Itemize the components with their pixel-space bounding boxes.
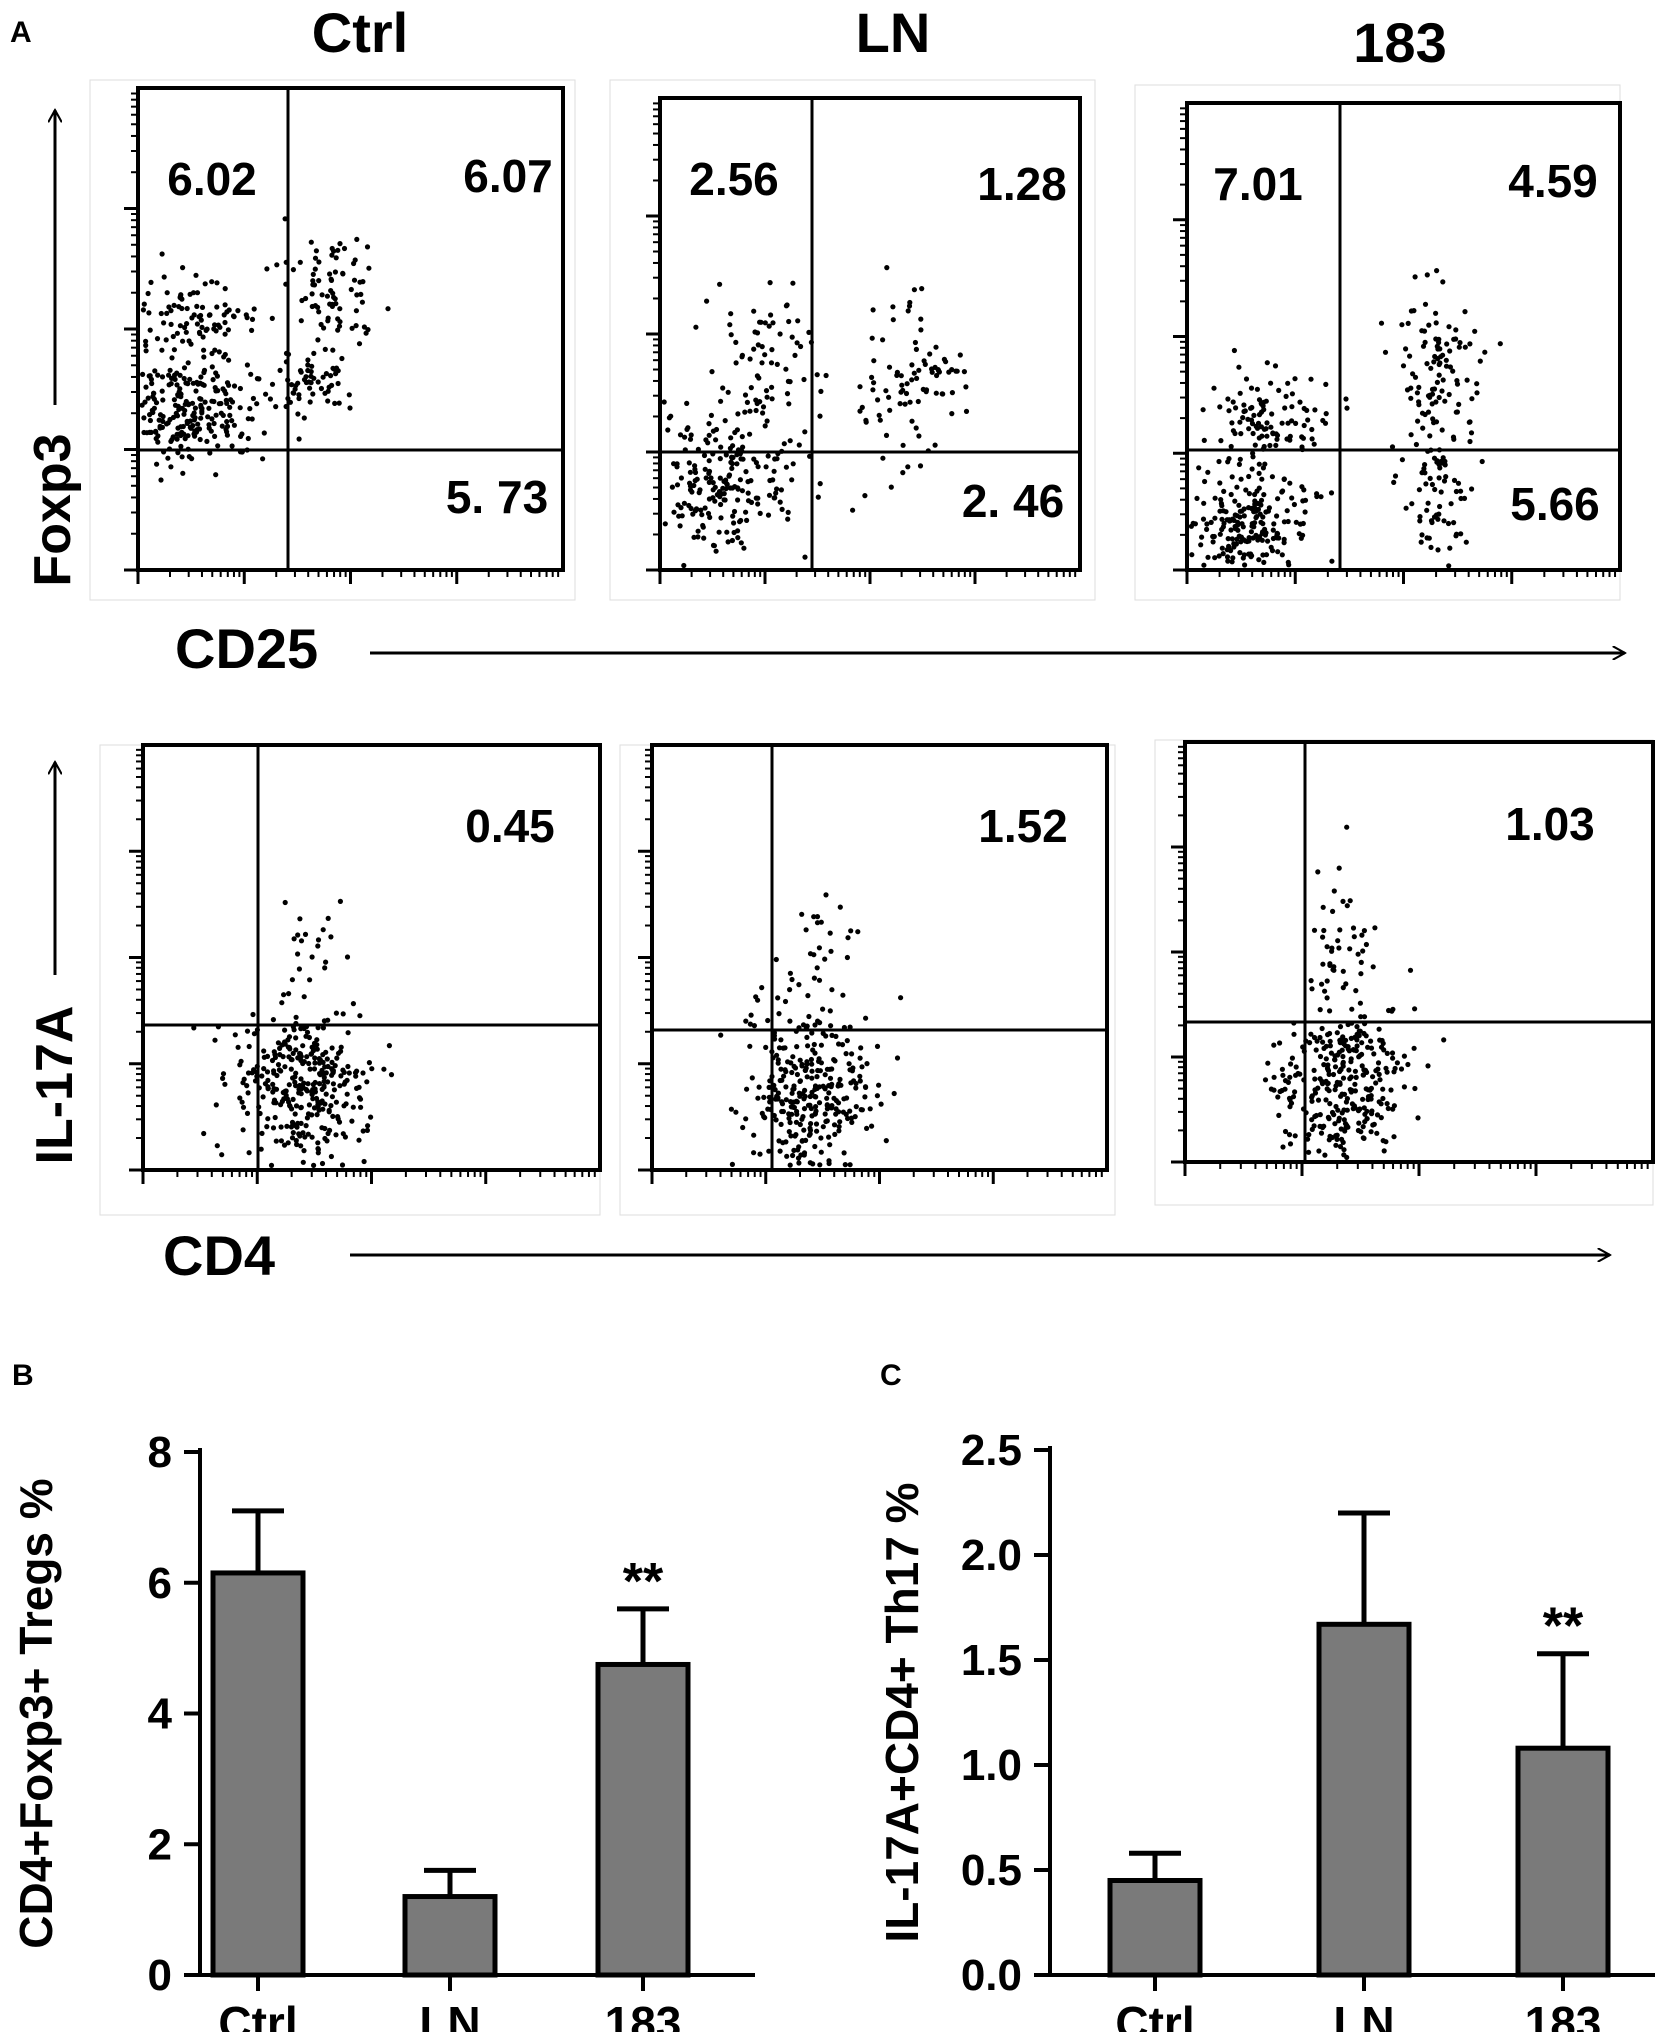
column-title-ctrl: Ctrl	[312, 1, 408, 64]
axis-ticks	[1171, 745, 1649, 1176]
bar-chart-th17: 0.0 0.5 1.0 1.5 2.0 2.5 IL-17A+CD4+ Th17 % Ctrl…	[876, 1426, 1655, 2032]
flow-plot-il17a-ln: 1.52	[619, 743, 1116, 1216]
y-tick-label: 2.5	[961, 1426, 1022, 1475]
axis-ticks	[129, 748, 596, 1184]
bar-183	[1515, 1745, 1611, 1978]
y-tick-label: 1.0	[961, 1741, 1022, 1790]
panel-b-letter: B	[12, 1359, 34, 1392]
quadrant-upper-right-value: 1.03	[1505, 798, 1595, 850]
flow-plot-foxp3-183: 7.01 4.59 5.66	[1134, 84, 1622, 601]
y-tick-label: 1.5	[961, 1636, 1022, 1685]
quadrant-upper-left-value: 6.02	[167, 153, 257, 205]
x-tick-label: LN	[419, 1997, 480, 2032]
bar-ctrl	[1107, 1878, 1203, 1978]
bar-183	[595, 1661, 691, 1978]
y-tick-label: 2.0	[961, 1531, 1022, 1580]
quadrant-upper-right-value: 4.59	[1508, 155, 1598, 207]
quadrant-upper-right-value: 1.28	[977, 158, 1067, 210]
axis-ticks	[1173, 107, 1617, 584]
x-tick-label: LN	[1333, 1997, 1394, 2032]
x-tick-label: Ctrl	[1115, 1997, 1194, 2032]
y-tick-label: 0.0	[961, 1951, 1022, 2000]
x-tick-label: 183	[605, 1997, 682, 2032]
foxp3-axis-label: Foxp3	[24, 433, 82, 586]
event-dots	[191, 898, 395, 1168]
quadrant-lower-right-value: 5.66	[1510, 478, 1600, 530]
y-tick-label: 2	[148, 1820, 172, 1869]
quadrant-lower-right-value: 2. 46	[962, 475, 1064, 527]
x-tick-label: 183	[1525, 1997, 1602, 2032]
y-axis-title: IL-17A+CD4+ Th17 %	[876, 1482, 928, 1942]
y-tick-label: 6	[148, 1559, 172, 1608]
quadrant-upper-right-value: 1.52	[978, 800, 1068, 852]
significance-marker: **	[1543, 1598, 1584, 1656]
axis-ticks	[638, 748, 1103, 1184]
column-title-ln: LN	[856, 1, 931, 64]
y-tick-label: 8	[148, 1428, 172, 1477]
axis-ticks	[646, 102, 1077, 584]
cd4-axis-label: CD4	[163, 1224, 275, 1287]
bar-ctrl	[210, 1570, 306, 1978]
event-dots	[1262, 824, 1447, 1160]
event-dots	[718, 892, 904, 1168]
event-dots	[661, 265, 970, 569]
y-tick-label: 0	[148, 1951, 172, 2000]
event-dots	[1188, 268, 1503, 569]
y-tick-label: 4	[148, 1690, 173, 1739]
flow-plot-il17a-183: 1.03	[1154, 739, 1655, 1206]
quadrant-lower-right-value: 5. 73	[446, 471, 548, 523]
flow-plot-foxp3-ctrl: 6.02 6.07 5. 73	[89, 79, 576, 601]
flow-plot-il17a-ctrl: 0.45	[99, 743, 602, 1216]
x-tick-label: Ctrl	[218, 1997, 297, 2032]
il17a-axis-label: IL-17A	[26, 1006, 84, 1165]
bar-ln	[402, 1894, 498, 1978]
quadrant-upper-right-value: 6.07	[463, 150, 553, 202]
quadrant-upper-left-value: 2.56	[689, 153, 779, 205]
y-tick-label: 0.5	[961, 1846, 1022, 1895]
y-axis-title: CD4+Foxp3+ Tregs %	[10, 1478, 62, 1948]
quadrant-upper-left-value: 7.01	[1213, 158, 1303, 210]
significance-marker: **	[623, 1553, 664, 1611]
axis-ticks	[124, 92, 560, 584]
bar-chart-tregs: 0 2 4 6 8 CD4+Foxp3+ Tregs % Ctrl LN ** 183	[10, 1428, 755, 2032]
cd25-axis-label: CD25	[175, 617, 318, 680]
column-title-183: 183	[1353, 11, 1446, 74]
panel-c-letter: C	[880, 1359, 902, 1392]
quadrant-upper-right-value: 0.45	[465, 800, 555, 852]
flow-plot-foxp3-ln: 2.56 1.28 2. 46	[609, 79, 1096, 601]
bar-ln	[1316, 1621, 1412, 1978]
event-dots	[139, 216, 391, 483]
panel-a-letter: A	[10, 16, 32, 49]
